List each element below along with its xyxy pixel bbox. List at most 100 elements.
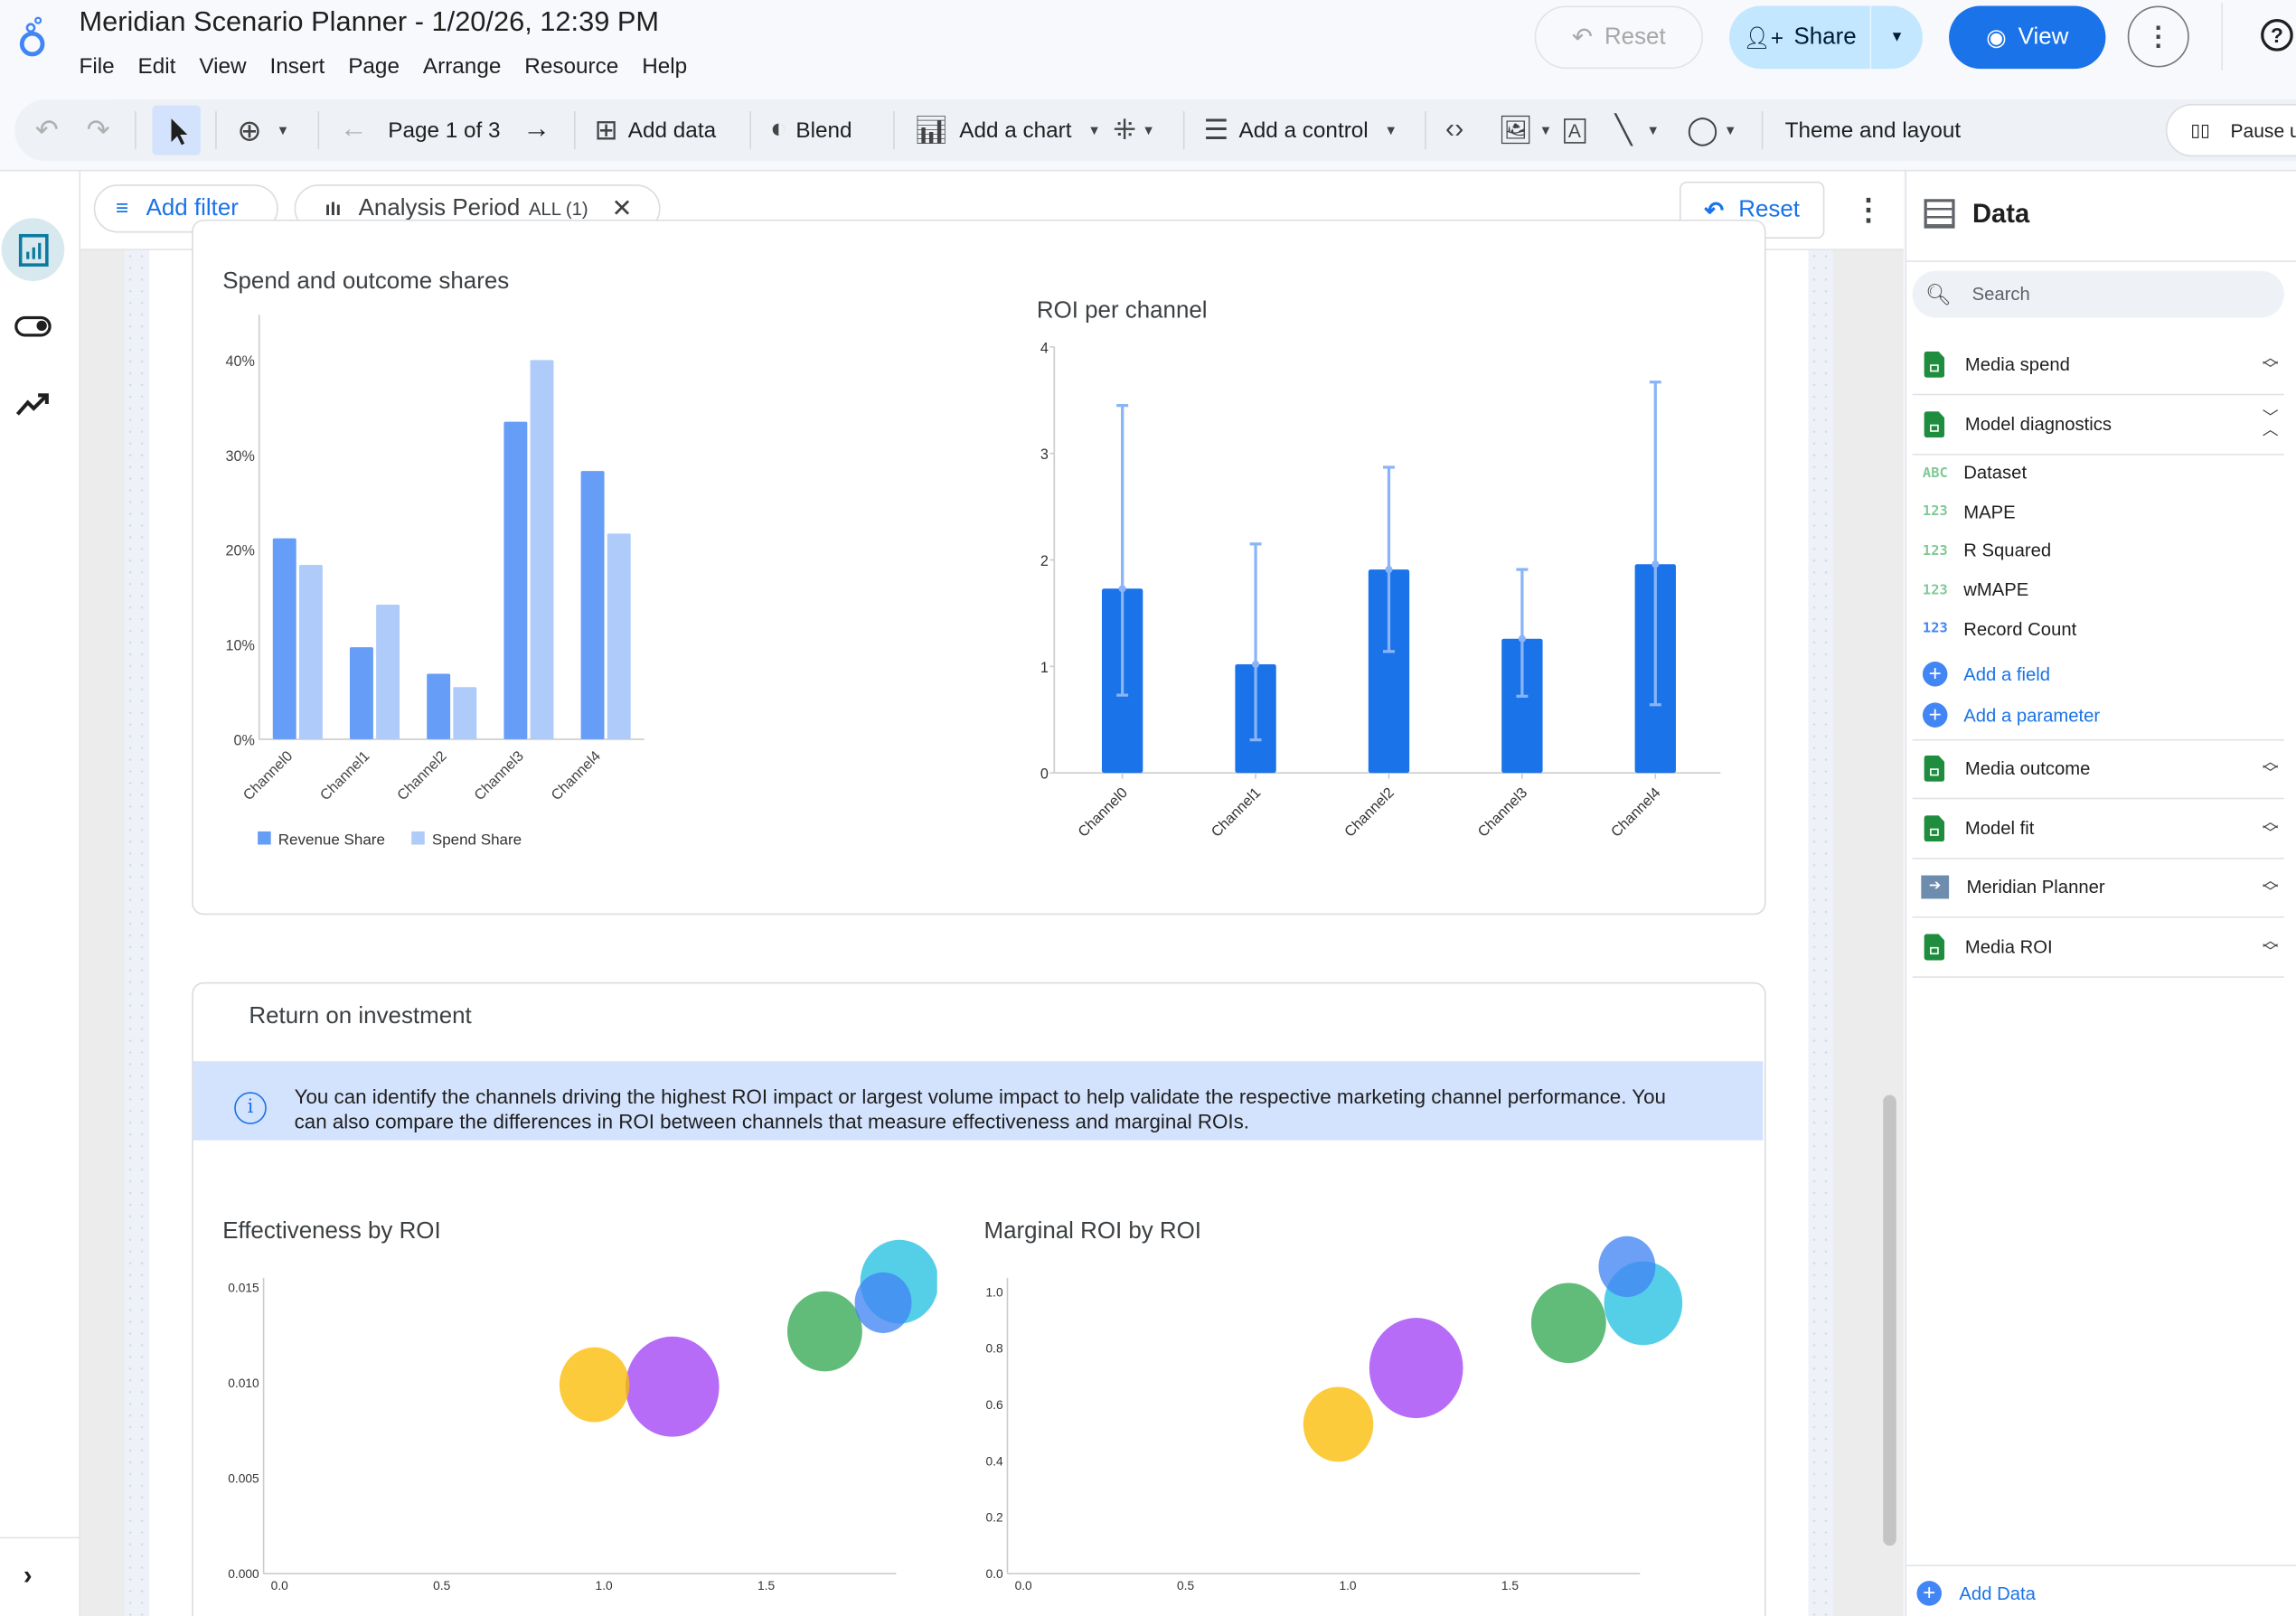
data-source-model-diagnostics[interactable]: Model diagnostics ﹀ ︿ (1912, 395, 2285, 456)
share-button[interactable]: 👤︎+ Share (1743, 23, 1857, 51)
menu-page[interactable]: Page (348, 53, 400, 80)
y-tick-label: 0.015 (228, 1281, 259, 1294)
menu-insert[interactable]: Insert (269, 53, 325, 80)
person-add-icon: 👤︎+ (1743, 25, 1784, 51)
x-tick-label: 1.5 (757, 1579, 775, 1593)
add-control-button[interactable]: ☰ Add a control ▼ (1203, 115, 1397, 146)
roi-bar-chart: ROI per channel 0 1 2 3 4 Channel0 Channel1 Chan… (1037, 297, 1721, 841)
expand-icon[interactable]: ︿ ﹀ (2262, 872, 2279, 902)
select-tool-button[interactable] (152, 105, 201, 155)
toolbar-divider (574, 111, 576, 150)
field-mape[interactable]: 123 MAPE (1923, 502, 2016, 522)
collapse-icon[interactable]: ﹀ ︿ (2262, 409, 2279, 439)
undo-button[interactable]: ↶ (35, 99, 59, 161)
expand-rail-button[interactable]: › (23, 1560, 33, 1590)
shares-card (192, 219, 1766, 916)
previous-page-button[interactable]: ← (340, 99, 368, 161)
marginal-roi-scatter-chart: Marginal ROI by ROI 0.0 0.2 0.4 0.6 0.8 1.0 0.0… (984, 1218, 1683, 1593)
undo-icon: ↶ (1571, 23, 1593, 51)
y-tick-label: 0 (1040, 766, 1049, 783)
arrow-right-icon: → (522, 114, 551, 146)
menu-arrange[interactable]: Arrange (422, 53, 502, 80)
add-data-button[interactable]: ⊞ Add data (594, 115, 717, 146)
toolbar-divider (749, 111, 752, 150)
more-options-button[interactable]: ⋮ (2127, 5, 2189, 68)
section-divider (1912, 738, 2285, 741)
bubble (1530, 1282, 1606, 1364)
canvas-scrollbar[interactable] (1883, 1095, 1896, 1546)
add-filter-button[interactable]: ≡ Add filter (93, 184, 278, 233)
blend-button[interactable]: ◐ Blend (770, 114, 852, 146)
add-parameter-button[interactable]: + Add a parameter (1922, 702, 2100, 728)
field-type-icon: 123 (1922, 503, 1948, 521)
filter-more-button[interactable]: ⋮ (1853, 194, 1884, 228)
menu-help[interactable]: Help (642, 53, 688, 80)
data-panel-header-divider (1906, 260, 2296, 262)
filter-icon: ≡ (115, 196, 129, 221)
header-reset-button[interactable]: ↶ Reset (1534, 5, 1703, 70)
redo-button[interactable]: ↷ (87, 99, 110, 161)
data-source-meridian-planner[interactable]: ➔ Meridian Planner ︿ ﹀ (1912, 858, 2285, 918)
toolbar-divider (0, 169, 2296, 172)
bubble (854, 1272, 912, 1333)
chevron-down-icon: ▼ (1384, 123, 1397, 138)
zoom-button[interactable]: ⊕ ▼ (237, 99, 289, 161)
community-viz-button[interactable]: ⁜ ▼ (1113, 99, 1155, 161)
blend-icon: ◐ (770, 114, 787, 146)
field-dataset[interactable]: ABC Dataset (1923, 463, 2027, 484)
x-tick-label: Channel4 (1608, 785, 1664, 841)
expand-icon[interactable]: ︿ ﹀ (2262, 813, 2279, 843)
menu-view[interactable]: View (199, 53, 247, 80)
field-record-count[interactable]: 123 Record Count (1923, 619, 2076, 640)
add-data-source-button[interactable]: + Add Data (1916, 1581, 2036, 1606)
data-source-media-roi[interactable]: Media ROI ︿ ﹀ (1912, 917, 2285, 978)
field-r-squared[interactable]: 123 R Squared (1923, 540, 2051, 561)
data-search-input[interactable]: 🔍︎ Search (1912, 270, 2285, 318)
expand-icon[interactable]: ︿ ﹀ (2262, 932, 2279, 963)
effectiveness-scatter-chart: Effectiveness by ROI 0.000 0.005 0.010 0.015… (222, 1218, 937, 1593)
field-wmape[interactable]: 123 wMAPE (1923, 580, 2028, 601)
pause-icon: ▯▯ (2190, 119, 2210, 141)
chevron-down-icon: ▼ (1724, 123, 1737, 138)
y-tick-label: 0.2 (986, 1511, 1003, 1525)
menu-file[interactable]: File (79, 53, 115, 80)
line-button[interactable]: ╲ ▼ (1615, 99, 1660, 161)
toolbar (14, 99, 2296, 162)
text-button[interactable]: A (1564, 99, 1586, 161)
field-name: Record Count (1963, 618, 2077, 640)
y-tick-label: 30% (225, 448, 254, 465)
x-tick-label: Channel0 (1075, 785, 1131, 841)
close-icon[interactable]: ✕ (611, 193, 633, 222)
report-title[interactable]: Meridian Scenario Planner - 1/20/26, 12:… (79, 7, 660, 39)
code-icon: ‹› (1444, 114, 1464, 146)
add-chart-button[interactable]: 📊︎ Add a chart ▼ (914, 99, 1101, 161)
embed-url-button[interactable]: ‹› (1445, 99, 1464, 161)
data-source-media-outcome[interactable]: Media outcome ︿ ﹀ (1912, 739, 2285, 800)
rail-trend-button[interactable] (14, 390, 52, 427)
add-circle-icon: + (1916, 1581, 1942, 1606)
expand-icon[interactable]: ︿ ﹀ (2262, 350, 2279, 380)
help-icon[interactable]: ? (2261, 19, 2293, 52)
rail-report-button[interactable] (1, 218, 65, 281)
next-page-button[interactable]: → (522, 99, 550, 161)
view-button[interactable]: ◉ View (1949, 5, 2106, 70)
pause-updates-button[interactable]: ▯▯ Pause u (2165, 103, 2296, 157)
y-tick-label: 0.0 (986, 1567, 1003, 1581)
undo-icon: ↶ (34, 115, 59, 146)
image-button[interactable]: 🖼︎ ▼ (1498, 99, 1552, 161)
shape-button[interactable]: ◯ ▼ (1687, 99, 1736, 161)
expand-icon[interactable]: ︿ ﹀ (2262, 754, 2279, 784)
menu-resource[interactable]: Resource (524, 53, 619, 80)
sheets-icon (1924, 755, 1945, 782)
data-source-model-fit[interactable]: Model fit ︿ ﹀ (1912, 799, 2285, 860)
add-field-button[interactable]: + Add a field (1922, 662, 2050, 687)
x-tick-label: Channel1 (317, 747, 373, 803)
data-source-media-spend[interactable]: Media spend ︿ ﹀ (1912, 335, 2285, 396)
share-dropdown-button[interactable]: ▼ (1869, 5, 1923, 70)
app-logo[interactable] (17, 14, 50, 59)
cursor-icon (171, 118, 188, 146)
menu-edit[interactable]: Edit (137, 53, 176, 80)
rail-controls-button[interactable] (14, 315, 52, 337)
theme-and-layout-button[interactable]: Theme and layout (1784, 117, 1962, 143)
